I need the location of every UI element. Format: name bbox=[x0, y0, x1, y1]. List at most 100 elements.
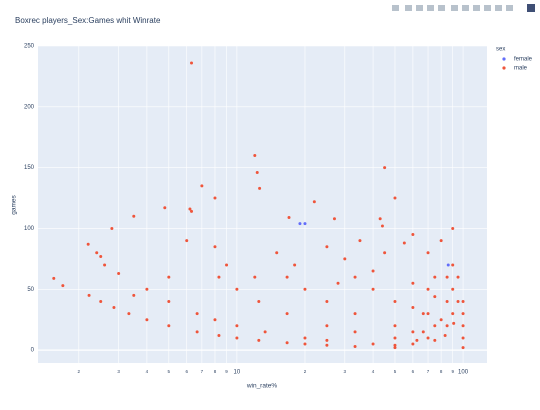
data-point bbox=[217, 275, 221, 279]
x-tick-label: 4 bbox=[372, 369, 375, 374]
data-point bbox=[402, 241, 406, 245]
data-point bbox=[393, 346, 397, 350]
data-point bbox=[383, 166, 387, 170]
x-tick-label: 6 bbox=[412, 369, 415, 374]
data-point bbox=[358, 239, 362, 243]
x-tick-label: 5 bbox=[394, 369, 397, 374]
y-tick-label: 0 bbox=[31, 348, 35, 354]
data-point bbox=[439, 318, 443, 322]
data-point bbox=[325, 338, 329, 342]
data-point bbox=[353, 344, 357, 348]
data-point bbox=[411, 342, 415, 346]
x-tick-label: 9 bbox=[225, 369, 228, 374]
data-point bbox=[461, 324, 465, 328]
x-tick-label: 3 bbox=[344, 369, 347, 374]
modebar-button[interactable] bbox=[416, 5, 423, 11]
x-tick-label: 2 bbox=[78, 369, 81, 374]
modebar-button[interactable] bbox=[405, 5, 412, 11]
data-point bbox=[378, 217, 382, 221]
x-tick-label: 9 bbox=[451, 369, 454, 374]
data-point bbox=[353, 275, 357, 279]
data-point bbox=[411, 281, 415, 285]
data-point bbox=[287, 216, 291, 220]
data-point bbox=[293, 263, 297, 267]
data-point bbox=[52, 276, 56, 280]
data-point bbox=[103, 263, 107, 267]
data-point bbox=[426, 251, 430, 255]
data-point bbox=[312, 200, 316, 204]
data-point bbox=[285, 275, 289, 279]
modebar-button[interactable] bbox=[495, 5, 502, 11]
modebar-button[interactable] bbox=[506, 5, 513, 11]
data-point bbox=[255, 171, 259, 175]
y-tick-label: 250 bbox=[24, 44, 35, 50]
data-point bbox=[421, 330, 425, 334]
y-tick-label: 150 bbox=[24, 165, 35, 171]
data-point bbox=[110, 226, 114, 230]
data-point bbox=[185, 239, 189, 243]
data-point bbox=[235, 287, 239, 291]
x-tick-label: 100 bbox=[458, 370, 469, 376]
data-point bbox=[325, 299, 329, 303]
x-tick-label: 8 bbox=[440, 369, 443, 374]
data-point bbox=[213, 318, 217, 322]
data-point bbox=[257, 338, 261, 342]
data-point bbox=[132, 214, 136, 218]
data-point bbox=[332, 217, 336, 221]
data-point bbox=[393, 343, 397, 347]
data-point bbox=[200, 184, 204, 188]
data-point bbox=[188, 207, 192, 211]
data-point bbox=[426, 336, 430, 340]
plotly-logo[interactable] bbox=[527, 4, 535, 12]
data-point bbox=[99, 299, 103, 303]
data-point bbox=[433, 338, 437, 342]
modebar-button[interactable] bbox=[427, 5, 434, 11]
modebar-button[interactable] bbox=[462, 5, 469, 11]
data-point bbox=[371, 269, 375, 273]
data-point bbox=[303, 287, 307, 291]
data-point bbox=[353, 312, 357, 316]
data-point bbox=[380, 224, 384, 228]
data-point bbox=[421, 312, 425, 316]
data-point bbox=[451, 263, 455, 267]
data-point bbox=[451, 312, 455, 316]
data-point bbox=[445, 324, 449, 328]
data-point bbox=[325, 245, 329, 249]
data-point bbox=[235, 324, 239, 328]
data-point bbox=[353, 330, 357, 334]
data-point bbox=[258, 186, 262, 190]
data-point bbox=[336, 281, 340, 285]
data-point bbox=[371, 287, 375, 291]
x-tick-label: 8 bbox=[214, 369, 217, 374]
data-point bbox=[235, 336, 239, 340]
modebar-button[interactable] bbox=[438, 5, 445, 11]
data-point bbox=[393, 336, 397, 340]
data-point bbox=[393, 299, 397, 303]
data-point bbox=[213, 245, 217, 249]
data-point bbox=[285, 341, 289, 345]
data-point bbox=[195, 330, 199, 334]
data-point bbox=[371, 342, 375, 346]
modebar-button[interactable] bbox=[484, 5, 491, 11]
modebar-button[interactable] bbox=[392, 5, 399, 11]
legend-title: sex bbox=[496, 47, 505, 53]
data-point bbox=[257, 299, 261, 303]
data-point bbox=[383, 251, 387, 255]
x-tick-label: 3 bbox=[117, 369, 120, 374]
data-point bbox=[87, 293, 91, 297]
data-point bbox=[190, 61, 194, 65]
modebar-button[interactable] bbox=[451, 5, 458, 11]
data-point bbox=[167, 275, 171, 279]
data-point bbox=[145, 318, 149, 322]
y-axis-label: games bbox=[11, 194, 18, 214]
data-point bbox=[456, 275, 460, 279]
plot-area bbox=[38, 46, 487, 363]
x-axis-label: win_rate% bbox=[246, 383, 278, 390]
data-point bbox=[393, 324, 397, 328]
data-point bbox=[426, 287, 430, 291]
data-point bbox=[452, 321, 456, 325]
modebar-button[interactable] bbox=[473, 5, 480, 11]
y-tick-label: 100 bbox=[24, 226, 35, 232]
x-tick-label: 7 bbox=[201, 369, 204, 374]
data-point bbox=[343, 257, 347, 261]
